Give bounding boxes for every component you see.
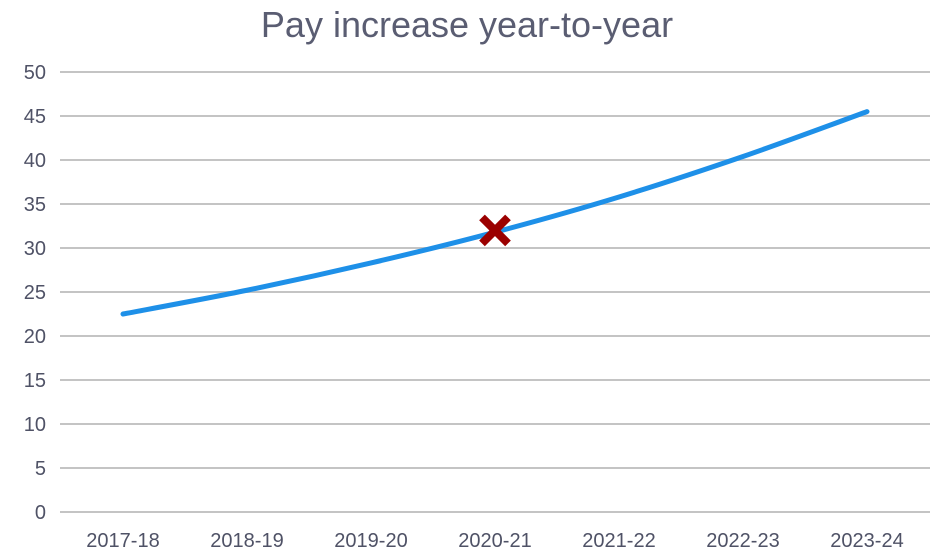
y-tick-label: 15	[24, 370, 46, 392]
x-tick-label: 2023-24	[830, 530, 903, 552]
series-layer	[120, 109, 870, 317]
series-line	[120, 109, 870, 317]
y-tick-label: 25	[24, 282, 46, 304]
y-tick-label: 35	[24, 194, 46, 216]
y-tick-label: 10	[24, 414, 46, 436]
x-marker-icon	[479, 214, 511, 247]
y-tick-label: 5	[35, 458, 46, 480]
y-tick-label: 20	[24, 326, 46, 348]
chart-title: Pay increase year-to-year	[260, 4, 674, 45]
marker-layer	[479, 214, 511, 247]
x-tick-label: 2022-23	[706, 530, 779, 552]
y-tick-label: 40	[24, 150, 46, 172]
x-tick-label: 2018-19	[210, 530, 283, 552]
x-tick-label: 2020-21	[458, 530, 531, 552]
y-axis-ticks: 0 5 10 15 20 25 30 35 40 45 50	[24, 62, 46, 524]
y-tick-label: 45	[24, 106, 46, 128]
x-tick-label: 2021-22	[582, 530, 655, 552]
y-tick-label: 50	[24, 62, 46, 84]
x-tick-label: 2019-20	[334, 530, 407, 552]
y-tick-label: 0	[35, 502, 46, 524]
y-tick-label: 30	[24, 238, 46, 260]
x-axis-ticks: 2017-18 2018-19 2019-20 2020-21 2021-22 2022-…	[86, 530, 903, 552]
x-tick-label: 2017-18	[86, 530, 159, 552]
gridlines	[60, 71, 930, 513]
